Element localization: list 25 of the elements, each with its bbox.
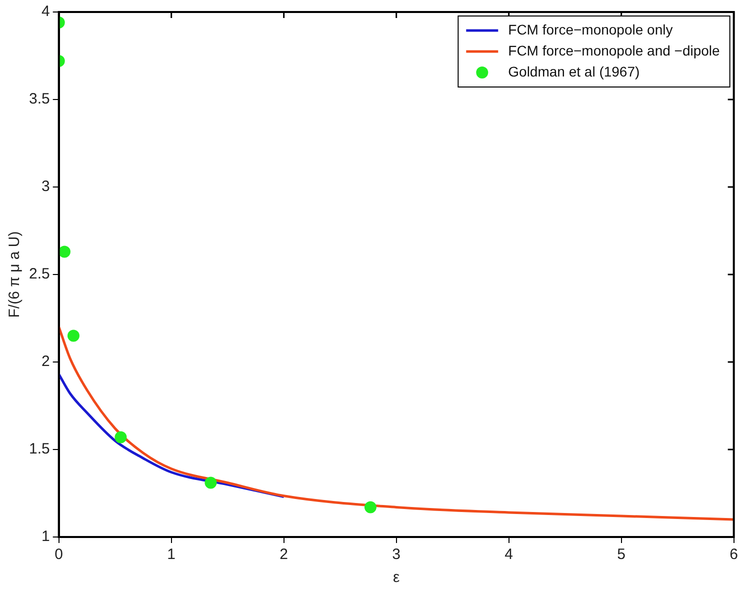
legend-label: FCM force−monopole and −dipole [508, 42, 720, 58]
point [364, 501, 376, 514]
y-tick-label: 2 [42, 353, 50, 370]
legend-label: Goldman et al (1967) [508, 63, 640, 80]
y-tick-label: 2.5 [28, 266, 50, 283]
point [58, 246, 70, 258]
x-tick-label: 5 [617, 546, 626, 564]
point [67, 330, 80, 342]
x-axis-title: ε [392, 569, 400, 586]
x-tick-label: 6 [730, 546, 738, 564]
y-tick-label: 4 [42, 3, 50, 20]
point [114, 431, 127, 444]
x-tick-label: 3 [392, 546, 401, 564]
x-tick-label: 4 [504, 546, 514, 564]
y-tick-label: 3 [42, 178, 50, 196]
y-tick-label: 1 [42, 528, 50, 546]
x-tick-label: 2 [280, 546, 288, 564]
legend-label: FCM force−monopole only [508, 21, 673, 38]
y-tick-label: 3.5 [28, 90, 50, 108]
x-tick-label: 1 [167, 546, 176, 564]
point [204, 476, 217, 489]
line-series [58, 326, 734, 521]
x-tick-label: 0 [54, 546, 64, 564]
y-tick-label: 1.5 [28, 440, 50, 458]
y-axis-title: F/(6 π μ a U) [6, 231, 24, 318]
